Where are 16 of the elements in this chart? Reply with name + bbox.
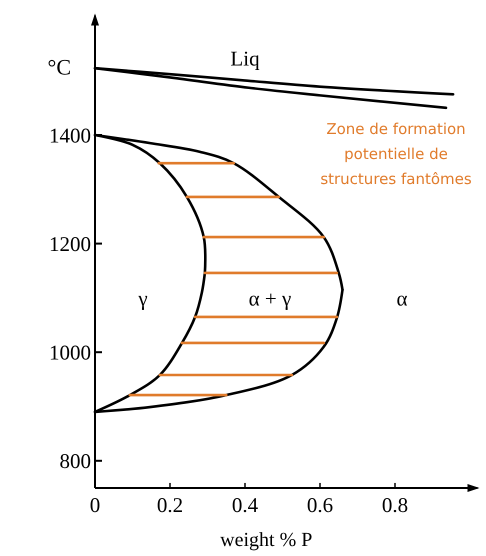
annotation: Zone de formation potentielle de structures fantômes bbox=[320, 120, 472, 188]
x-tick-label: 0.2 bbox=[156, 492, 184, 517]
y-tick-label: 1200 bbox=[49, 232, 91, 256]
annotation: Liq bbox=[230, 46, 260, 70]
annotation: α + γ bbox=[248, 286, 292, 310]
y-tick-label: 800 bbox=[60, 449, 91, 474]
annotation: γ bbox=[137, 286, 148, 310]
y-tick-label: 1400 bbox=[49, 123, 91, 148]
x-axis-title: weight % P bbox=[220, 528, 312, 551]
y-tick-label: 1000 bbox=[49, 340, 91, 365]
x-tick-label: 0.6 bbox=[306, 492, 334, 517]
y-axis-title: °C bbox=[48, 54, 71, 80]
x-tick-label: 0.4 bbox=[232, 492, 259, 517]
annotation: α bbox=[396, 286, 408, 310]
x-tick-label: 0 bbox=[90, 492, 100, 517]
x-tick-label: 0.8 bbox=[382, 492, 408, 517]
